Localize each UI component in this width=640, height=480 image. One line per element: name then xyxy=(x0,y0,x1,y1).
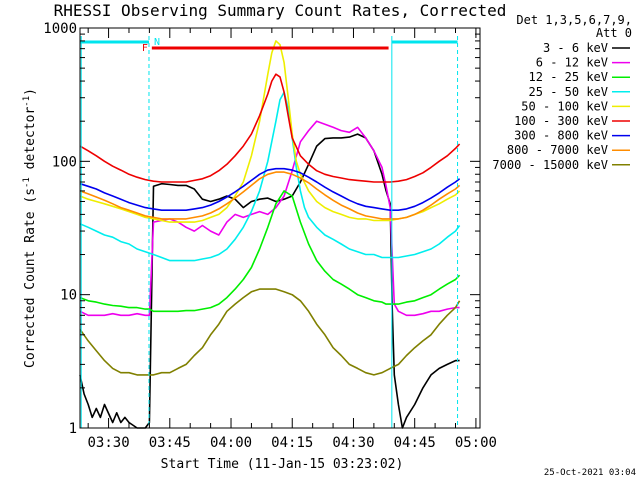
legend-label: 50 - 100 keV xyxy=(521,99,608,113)
x-tick-label: 04:15 xyxy=(271,435,313,451)
x-axis-label: Start Time (11-Jan-15 03:23:02) xyxy=(161,457,404,472)
y-tick-label: 10 xyxy=(60,288,77,304)
series-line-7 xyxy=(79,171,461,220)
x-axis: 03:30 03:45 04:00 04:15 04:30 04:45 05:00 xyxy=(87,28,497,451)
legend-label: 800 - 7000 keV xyxy=(507,143,608,157)
x-tick-label: 04:30 xyxy=(332,435,374,451)
plot-frame xyxy=(79,27,481,429)
y-tick-label: 1 xyxy=(69,421,77,437)
observing-flags: NF xyxy=(80,36,459,428)
legend-label: 6 - 12 keV xyxy=(536,56,608,70)
series-line-6 xyxy=(79,167,461,211)
y-axis-label: Corrected Count Rate (s-1 detector-1) xyxy=(22,88,38,368)
y-axis: 1 10 100 1000 xyxy=(43,21,480,437)
flare-flag-label: F xyxy=(142,43,148,54)
series-line-5 xyxy=(79,73,461,183)
series-line-0 xyxy=(79,133,460,429)
x-tick-label: 03:45 xyxy=(149,435,191,451)
series-line-1 xyxy=(79,120,460,317)
legend-label: 12 - 25 keV xyxy=(529,70,608,84)
y-tick-label: 1000 xyxy=(43,21,77,37)
night-flag-label: N xyxy=(154,37,160,48)
legend-label: 7000 - 15000 keV xyxy=(492,158,608,172)
x-tick-label: 04:00 xyxy=(210,435,252,451)
x-tick-label: 03:30 xyxy=(87,435,129,451)
legend-label: 100 - 300 keV xyxy=(514,114,608,128)
series-line-2 xyxy=(79,190,461,313)
series-line-8 xyxy=(79,288,461,376)
legend-label: 3 - 6 keV xyxy=(543,41,608,55)
legend-header-line2: Att 0 xyxy=(596,26,632,40)
legend-header-line1: Det 1,3,5,6,7,9, xyxy=(516,13,632,27)
chart-title: RHESSI Observing Summary Count Rates, Co… xyxy=(54,1,507,20)
legend-label: 300 - 800 keV xyxy=(514,129,608,143)
y-tick-label: 100 xyxy=(52,154,77,170)
x-tick-label: 05:00 xyxy=(455,435,497,451)
legend-label: 25 - 50 keV xyxy=(529,85,608,99)
x-tick-label: 04:45 xyxy=(394,435,436,451)
footer-timestamp: 25-Oct-2021 03:04 xyxy=(544,468,636,478)
